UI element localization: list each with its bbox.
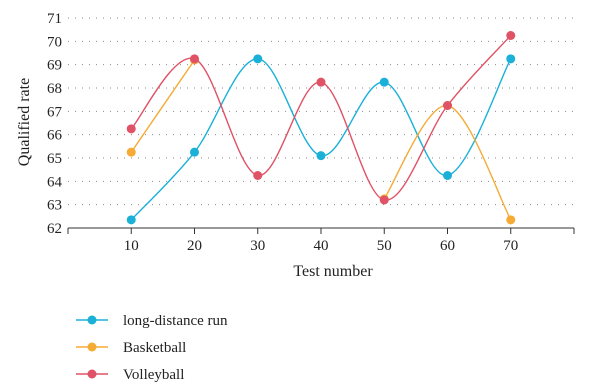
legend-label: Volleyball — [123, 367, 184, 383]
y-tick-label: 66 — [47, 128, 63, 144]
y-tick-label: 63 — [47, 198, 62, 214]
y-tick-label: 62 — [47, 221, 62, 237]
data-point — [506, 54, 516, 64]
y-tick-label: 70 — [47, 34, 62, 50]
legend-marker — [87, 369, 97, 379]
axes — [67, 227, 575, 234]
data-point — [126, 147, 136, 157]
y-tick-label: 64 — [47, 174, 63, 190]
data-point — [379, 77, 389, 87]
data-point — [190, 54, 199, 64]
data-point — [506, 31, 516, 40]
x-tick-label: 40 — [314, 238, 329, 254]
x-tick-label: 30 — [250, 238, 265, 254]
y-axis-title: Qualified rate — [16, 78, 33, 166]
x-tick-label: 60 — [440, 238, 455, 254]
data-point — [316, 77, 326, 87]
y-tick-label: 67 — [47, 104, 63, 120]
y-tick-label: 65 — [47, 151, 62, 167]
series-line — [383, 104, 512, 221]
y-tick-label: 69 — [47, 58, 62, 74]
data-point — [443, 101, 452, 110]
legend-label: long-distance run — [123, 313, 228, 329]
y-tick-label: 71 — [47, 11, 62, 27]
tick-labels: 62 63 64 65 66 67 68 69 70 71 10 20 30 40 50 60 70 — [47, 11, 518, 254]
data-point — [316, 151, 326, 161]
x-tick-label: 20 — [187, 238, 202, 254]
grid — [68, 17, 574, 206]
data-point — [126, 124, 136, 134]
x-tick-label: 50 — [377, 238, 392, 254]
data-point — [126, 215, 136, 225]
legend: long-distance run Basketball Volleyball — [76, 313, 228, 383]
legend-label: Basketball — [123, 340, 186, 356]
series-line — [130, 59, 196, 153]
data-point — [253, 171, 263, 180]
data-point — [190, 147, 199, 157]
data-point — [506, 215, 516, 225]
series-line — [130, 35, 512, 201]
legend-marker — [87, 315, 97, 325]
y-tick-label: 68 — [47, 81, 62, 97]
x-tick-label: 70 — [503, 238, 518, 254]
data-point — [379, 195, 389, 205]
data-point — [253, 54, 263, 64]
series-group — [126, 31, 516, 225]
legend-marker — [87, 342, 97, 352]
x-tick-label: 10 — [124, 238, 139, 254]
data-point — [443, 171, 452, 180]
x-axis-title: Test number — [293, 263, 373, 280]
